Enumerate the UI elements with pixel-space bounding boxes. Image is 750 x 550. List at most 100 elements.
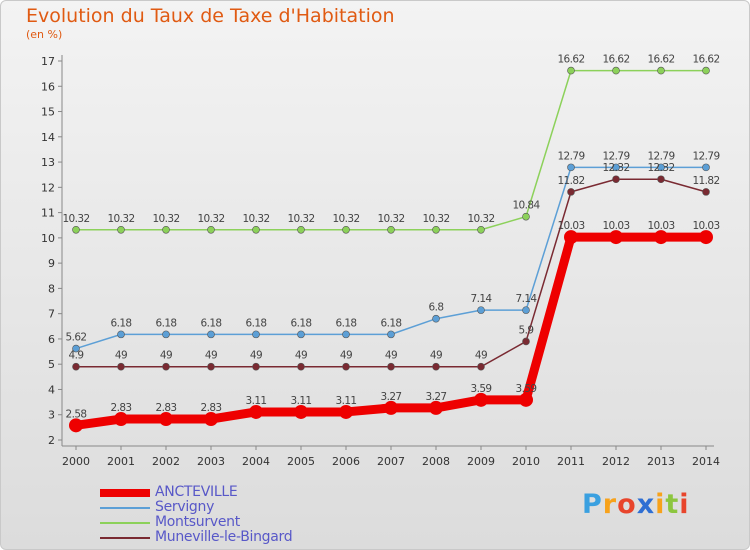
data-label-muneville-le-bingard: 49	[115, 350, 127, 362]
data-point-montsurvent	[477, 225, 485, 234]
data-label-montsurvent: 10.84	[512, 200, 540, 212]
data-point-ancteville	[114, 412, 128, 427]
data-point-ancteville	[249, 404, 263, 419]
data-point-muneville-le-bingard	[72, 362, 80, 371]
data-point-ancteville	[384, 400, 398, 415]
y-tick-label: 3	[48, 409, 55, 422]
data-label-servigny: 6.8	[429, 302, 444, 314]
x-tick-label: 2013	[647, 455, 675, 468]
logo-letter: i	[679, 489, 690, 520]
series-line-muneville-le-bingard	[75, 178, 707, 368]
logo-letter: o	[617, 489, 637, 520]
legend-item-ancteville: ANCTEVILLE	[100, 484, 360, 501]
data-point-montsurvent	[162, 225, 170, 234]
data-label-montsurvent: 10.32	[332, 213, 359, 225]
data-point-montsurvent	[567, 66, 575, 75]
x-tick-label: 2008	[422, 455, 450, 468]
x-tick-label: 2002	[152, 455, 180, 468]
data-label-servigny: 6.18	[156, 317, 177, 329]
data-label-ancteville: 3.11	[246, 395, 267, 407]
data-label-montsurvent: 10.32	[107, 213, 134, 225]
y-tick-label: 10	[41, 232, 55, 245]
data-point-montsurvent	[297, 225, 305, 234]
x-tick-label: 2009	[467, 455, 495, 468]
data-label-ancteville: 3.27	[381, 391, 402, 403]
data-label-muneville-le-bingard: 49	[475, 350, 487, 362]
data-label-montsurvent: 10.32	[152, 213, 179, 225]
data-label-muneville-le-bingard: 12.32	[602, 162, 629, 174]
data-label-servigny: 6.18	[111, 317, 132, 329]
logo-letter: r	[602, 489, 618, 520]
data-point-servigny	[702, 163, 710, 172]
data-label-montsurvent: 10.32	[62, 213, 89, 225]
data-label-muneville-le-bingard: 49	[205, 350, 217, 362]
data-label-montsurvent: 10.32	[467, 213, 494, 225]
data-point-muneville-le-bingard	[207, 362, 215, 371]
data-point-montsurvent	[702, 66, 710, 75]
data-label-servigny: 6.18	[246, 317, 267, 329]
data-point-montsurvent	[432, 225, 440, 234]
data-point-servigny	[657, 163, 665, 172]
data-point-muneville-le-bingard	[522, 337, 530, 346]
data-point-ancteville	[159, 412, 173, 427]
logo-letter: P	[582, 489, 603, 520]
data-label-ancteville: 10.03	[692, 220, 719, 232]
logo-letter: i	[655, 489, 666, 520]
legend-label-ancteville: ANCTEVILLE	[155, 484, 238, 500]
data-point-servigny	[117, 330, 125, 339]
data-label-muneville-le-bingard: 12.32	[647, 162, 674, 174]
y-tick-label: 12	[41, 181, 55, 194]
data-point-montsurvent	[207, 225, 215, 234]
data-point-montsurvent	[387, 225, 395, 234]
data-point-ancteville	[654, 230, 668, 245]
x-tick-label: 2012	[602, 455, 630, 468]
data-point-servigny	[477, 306, 485, 314]
y-tick-label: 15	[41, 106, 55, 119]
data-point-muneville-le-bingard	[567, 188, 575, 196]
y-tick-label: 7	[48, 308, 55, 321]
data-point-muneville-le-bingard	[252, 362, 260, 371]
data-point-ancteville	[429, 400, 443, 415]
data-point-ancteville	[69, 418, 83, 433]
data-label-ancteville: 3.11	[291, 395, 312, 407]
data-label-servigny: 6.18	[201, 317, 222, 329]
data-label-ancteville: 3.59	[471, 383, 492, 395]
x-tick-label: 2010	[512, 455, 540, 468]
proxiti-logo: Proxiti	[582, 489, 690, 520]
data-point-servigny	[72, 344, 80, 353]
legend-label-servigny: Servigny	[155, 499, 215, 515]
data-point-muneville-le-bingard	[702, 188, 710, 196]
data-label-muneville-le-bingard: 49	[160, 350, 172, 362]
data-point-ancteville	[204, 412, 218, 427]
data-point-servigny	[522, 306, 530, 314]
x-tick-label: 2007	[377, 455, 405, 468]
data-label-muneville-le-bingard: 49	[250, 350, 262, 362]
data-label-montsurvent: 16.62	[557, 54, 584, 66]
data-label-montsurvent: 10.32	[242, 213, 269, 225]
data-label-ancteville: 2.83	[156, 402, 177, 414]
y-tick-label: 14	[41, 131, 55, 144]
data-label-servigny: 12.79	[557, 150, 584, 162]
data-label-muneville-le-bingard: 49	[430, 350, 442, 362]
data-point-ancteville	[339, 404, 353, 419]
y-tick-label: 8	[48, 282, 55, 295]
data-point-servigny	[252, 330, 260, 339]
data-label-servigny: 6.18	[336, 317, 357, 329]
x-tick-label: 2001	[107, 455, 135, 468]
data-point-montsurvent	[72, 225, 80, 234]
data-point-servigny	[567, 163, 575, 172]
data-point-montsurvent	[117, 225, 125, 234]
data-point-ancteville	[294, 404, 308, 419]
data-point-muneville-le-bingard	[657, 175, 665, 184]
data-label-muneville-le-bingard: 49	[295, 350, 307, 362]
legend-item-montsurvent: Montsurvent	[100, 514, 360, 531]
data-point-montsurvent	[612, 66, 620, 75]
data-label-montsurvent: 10.32	[197, 213, 224, 225]
chart-title: Evolution du Taux de Taxe d'Habitation	[26, 5, 395, 27]
data-point-muneville-le-bingard	[612, 175, 620, 184]
logo-letter: x	[636, 489, 656, 520]
data-label-servigny: 12.79	[647, 150, 674, 162]
data-point-servigny	[162, 330, 170, 339]
data-point-muneville-le-bingard	[342, 362, 350, 371]
